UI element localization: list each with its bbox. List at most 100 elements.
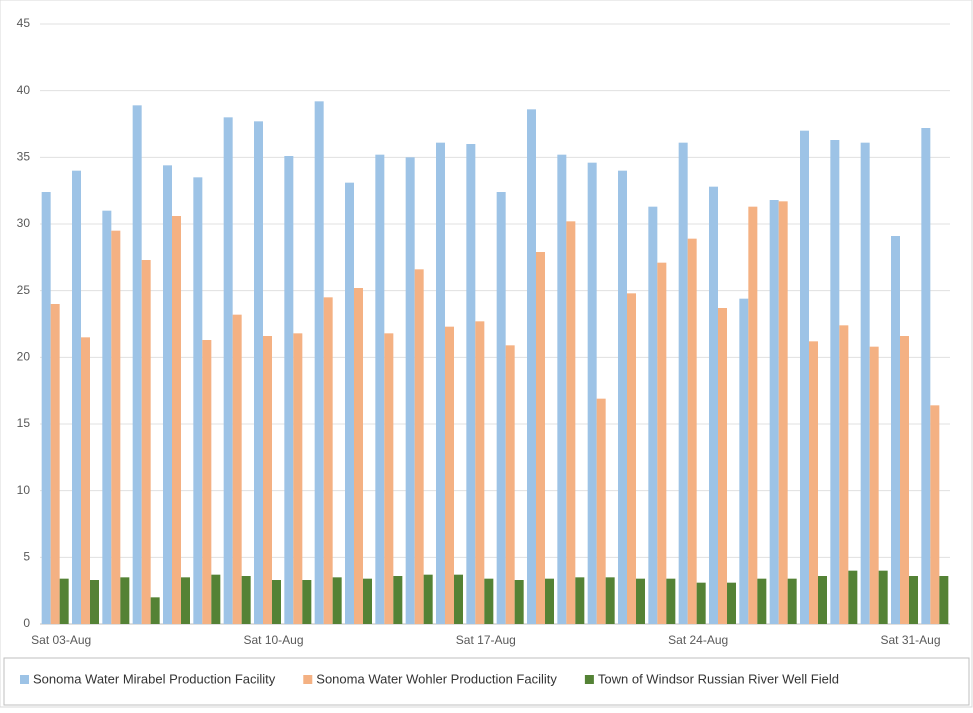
bar [150,597,160,624]
y-tick-label: 35 [17,150,31,164]
bar [284,156,294,624]
legend: Sonoma Water Mirabel Production Facility… [20,671,839,686]
bar [202,340,212,624]
bar [727,582,736,624]
y-tick-label: 15 [17,416,31,430]
bar [596,398,606,624]
bar [636,578,645,624]
legend-label: Sonoma Water Mirabel Production Facility [33,671,276,686]
bar [466,144,476,624]
bar [657,262,667,624]
y-tick-label: 5 [23,550,30,564]
bar [839,325,849,624]
bar [102,210,112,624]
legend-label: Town of Windsor Russian River Well Field [598,671,839,686]
bar [41,192,51,624]
x-tick-label: Sat 17-Aug [456,633,516,647]
bar [718,308,727,624]
bar [527,109,536,625]
bar [414,269,424,624]
bar [354,288,363,624]
bar [830,140,840,624]
legend-swatch [20,675,29,684]
bar [314,101,324,625]
bar [769,200,779,624]
bar [363,578,372,624]
bar [59,578,69,624]
bar [587,162,597,624]
bar [241,576,251,624]
bar [505,345,515,624]
bar [891,236,900,624]
bar [496,192,506,624]
bar [566,221,576,625]
bar [575,577,585,624]
bar [605,577,615,624]
bar [302,580,312,624]
bar [172,216,181,624]
bar [475,321,485,624]
bar [223,117,233,624]
bar [678,142,688,624]
bar [345,182,354,624]
bar [211,574,221,624]
bar [484,578,494,624]
bar [111,230,121,624]
y-tick-label: 25 [17,283,31,297]
bar [141,260,151,624]
bar [848,570,858,624]
y-tick-label: 45 [17,16,31,30]
bar [921,128,931,624]
bar [627,293,636,624]
bar [423,574,433,624]
legend-label: Sonoma Water Wohler Production Facility [316,671,557,686]
bar [778,201,788,625]
bar [878,570,888,624]
bar [323,297,333,624]
bar [272,580,281,624]
y-tick-label: 40 [17,83,31,97]
bar [384,333,394,624]
bar [193,177,203,625]
y-tick-label: 0 [23,616,30,630]
bar [181,577,190,624]
bar [800,130,809,624]
x-tick-label: Sat 24-Aug [668,633,728,647]
bar [869,346,879,624]
bar [293,333,303,624]
bar [393,576,403,624]
legend-swatch [303,675,313,684]
bar [787,578,797,624]
bar [72,170,81,624]
bar [436,142,445,624]
x-tick-label: Sat 31-Aug [880,633,940,647]
bar [696,582,706,624]
bar [818,576,827,624]
bar [939,576,949,624]
bar [900,336,909,624]
bar [618,170,627,624]
bar [709,186,718,624]
bar [375,154,385,624]
bar [454,574,463,624]
y-tick-label: 30 [17,216,31,230]
bar [50,304,60,624]
bar [263,336,272,624]
bar [445,326,454,624]
bar [860,142,870,624]
bar [545,578,554,624]
bar [757,578,767,624]
bar [648,206,658,624]
bar [514,580,524,624]
bar [232,314,242,624]
bar [254,121,263,624]
bar [405,157,415,625]
bar [536,252,545,624]
bar [120,577,130,624]
bar [809,341,818,624]
bar [687,238,697,624]
bar [739,298,749,624]
legend-swatch [584,675,594,684]
x-tick-label: Sat 10-Aug [243,633,303,647]
